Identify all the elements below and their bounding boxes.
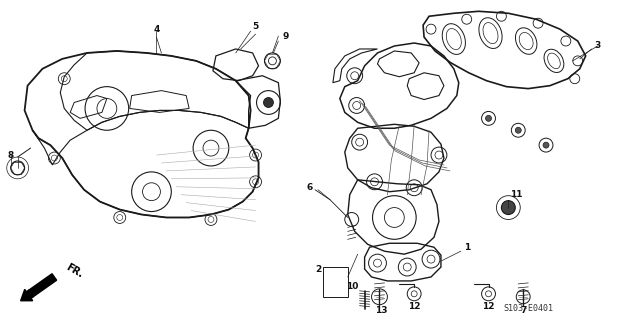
Text: 9: 9: [282, 32, 289, 41]
Circle shape: [486, 115, 492, 121]
Circle shape: [515, 127, 521, 133]
Circle shape: [543, 142, 549, 148]
Text: 13: 13: [375, 306, 388, 315]
Text: S103-E0401: S103-E0401: [503, 304, 553, 313]
FancyArrow shape: [20, 274, 56, 301]
Text: FR.: FR.: [64, 262, 85, 280]
Text: 3: 3: [595, 41, 601, 50]
Text: 11: 11: [510, 190, 522, 199]
Text: 8: 8: [8, 151, 14, 160]
Circle shape: [264, 98, 273, 108]
Text: 1: 1: [463, 243, 470, 252]
Text: 6: 6: [307, 183, 313, 192]
Text: 12: 12: [408, 302, 420, 311]
Text: 4: 4: [153, 25, 159, 33]
Text: 2: 2: [315, 264, 321, 273]
Text: 5: 5: [252, 22, 259, 31]
Text: 7: 7: [520, 306, 527, 315]
Text: 10: 10: [346, 282, 358, 291]
Circle shape: [501, 201, 515, 214]
Text: 12: 12: [483, 302, 495, 311]
